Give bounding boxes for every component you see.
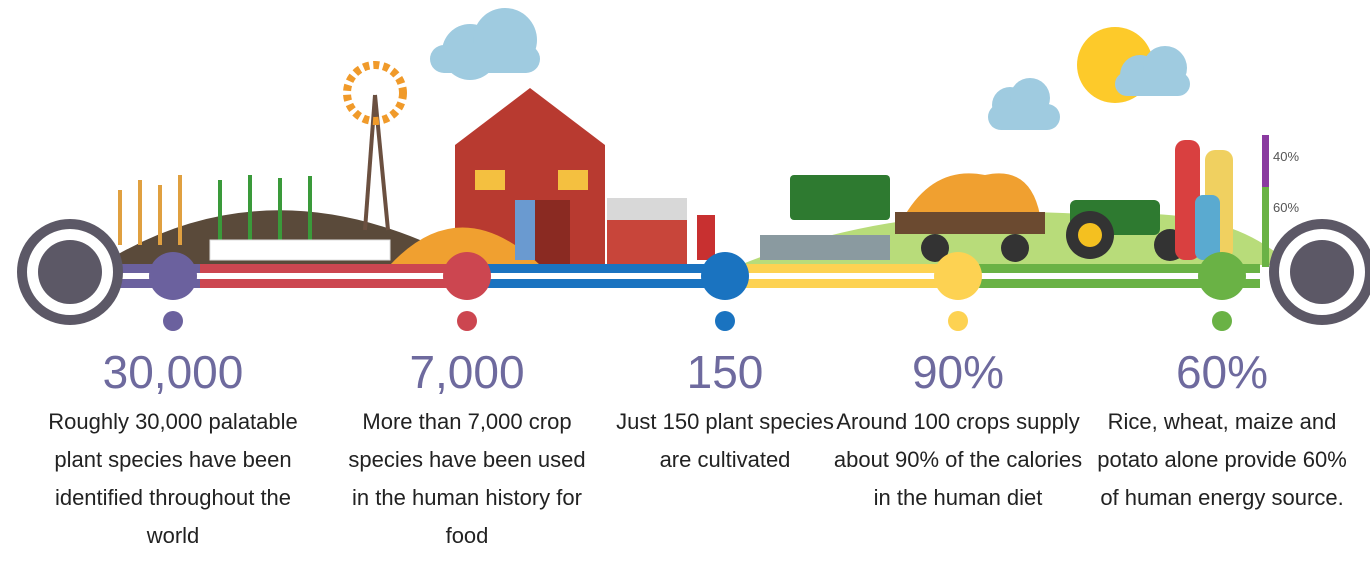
description: Around 100 crops supply about 90% of the… <box>833 403 1083 517</box>
stat: 30,000 <box>23 345 323 399</box>
timeline-node <box>934 252 982 300</box>
bar-segment <box>1262 187 1269 267</box>
stat: 7,000 <box>317 345 617 399</box>
description: Just 150 plant species are cultivated <box>600 403 850 479</box>
timeline-node <box>443 252 491 300</box>
bar-label: 40% <box>1273 149 1299 164</box>
timeline-node <box>1212 311 1232 331</box>
infographic: 40% 60% 30,000Roughly 30,000 palatable p… <box>0 0 1370 585</box>
timeline-node <box>701 252 749 300</box>
bar-label: 60% <box>1273 200 1299 215</box>
timeline-node <box>1198 252 1246 300</box>
timeline-node <box>163 311 183 331</box>
timeline-node <box>715 311 735 331</box>
description: More than 7,000 crop species have been u… <box>342 403 592 555</box>
timeline-node <box>149 252 197 300</box>
stat: 90% <box>808 345 1108 399</box>
description: Roughly 30,000 palatable plant species h… <box>48 403 298 555</box>
description: Rice, wheat, maize and potato alone prov… <box>1097 403 1347 517</box>
timeline-node <box>948 311 968 331</box>
stat: 60% <box>1072 345 1370 399</box>
timeline-node <box>457 311 477 331</box>
bar-segment <box>1262 135 1269 187</box>
